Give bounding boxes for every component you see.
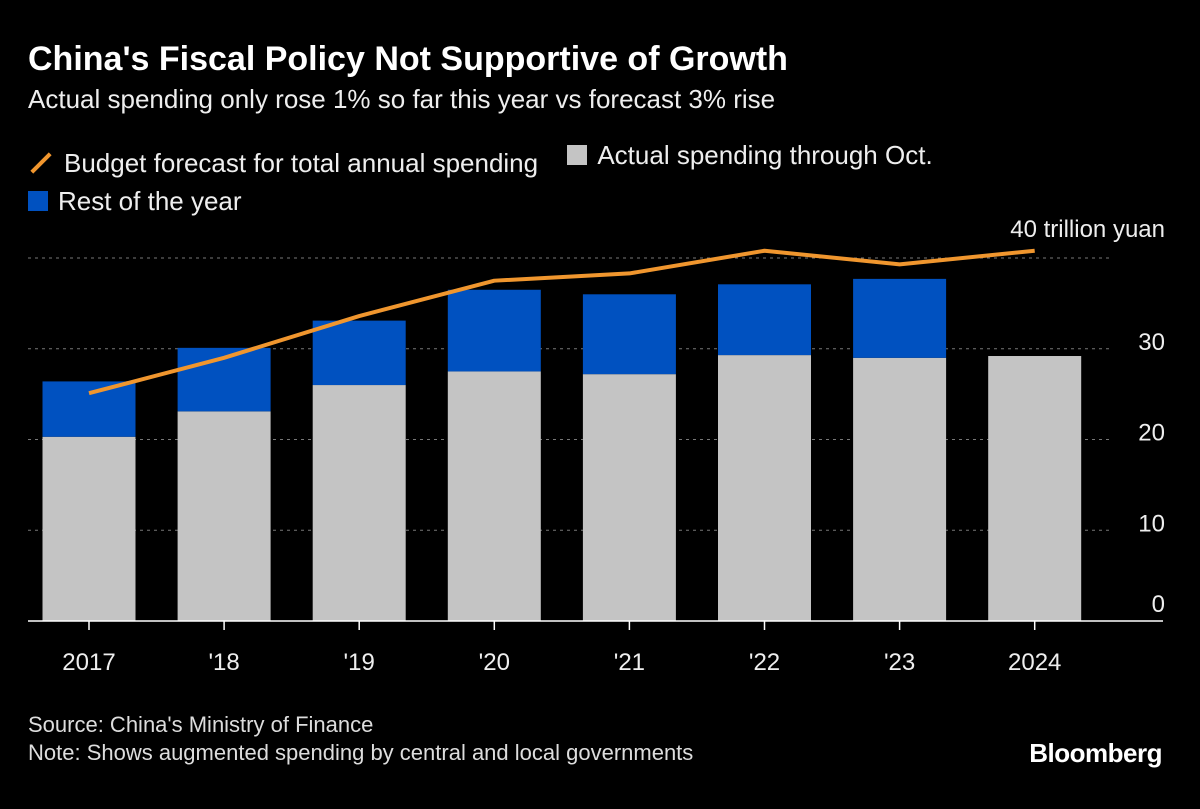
legend-item-rest: Rest of the year (28, 182, 242, 220)
bar-actual (718, 355, 811, 621)
bar-rest-of-year (582, 294, 676, 375)
x-tick-label: '23 (884, 649, 915, 676)
y-tick-label: 0 (1152, 591, 1165, 618)
x-tick-label: '20 (479, 649, 510, 676)
legend: Budget forecast for total annual spendin… (28, 136, 1168, 220)
legend-swatch (567, 145, 588, 165)
bloomberg-logo: Bloomberg (1029, 738, 1162, 768)
legend-swatch (28, 191, 48, 211)
bar-actual (447, 371, 541, 621)
x-tick-label: 2017 (62, 649, 115, 676)
x-tick-label: '18 (208, 649, 239, 676)
chart-title: China's Fiscal Policy Not Supportive of … (28, 40, 788, 78)
footnote: Note: Shows augmented spending by centra… (28, 740, 694, 765)
x-tick-label: '22 (749, 649, 780, 676)
x-tick-label: 2024 (1008, 649, 1061, 676)
y-tick-label: 40 trillion yuan (1010, 216, 1165, 243)
x-tick-label: '21 (614, 649, 645, 676)
legend-label: Actual spending through Oct. (597, 139, 933, 170)
legend-label: Rest of the year (58, 185, 242, 216)
y-tick-label: 10 (1138, 510, 1165, 537)
bar-rest-of-year (718, 284, 811, 356)
legend-label: Budget forecast for total annual spendin… (64, 147, 539, 178)
bar-rest-of-year (312, 320, 406, 386)
bar-rest-of-year (42, 381, 136, 437)
bar-actual (42, 436, 136, 621)
bar-actual (853, 357, 947, 621)
legend-item-actual: Actual spending through Oct. (567, 136, 933, 174)
chart-subtitle: Actual spending only rose 1% so far this… (28, 84, 776, 114)
forecast-line (88, 248, 1035, 396)
bar-actual (988, 356, 1082, 621)
bar-actual (177, 411, 271, 621)
bar-rest-of-year (853, 278, 947, 358)
y-tick-label: 30 (1138, 329, 1165, 356)
x-tick-label: '19 (344, 649, 375, 676)
y-tick-label: 20 (1138, 420, 1165, 447)
bar-actual (582, 374, 676, 621)
source-note: Source: China's Ministry of Finance (28, 712, 374, 737)
bar-rest-of-year (447, 289, 541, 372)
legend-item-forecast: Budget forecast for total annual spendin… (28, 144, 538, 182)
bar-actual (312, 385, 406, 621)
